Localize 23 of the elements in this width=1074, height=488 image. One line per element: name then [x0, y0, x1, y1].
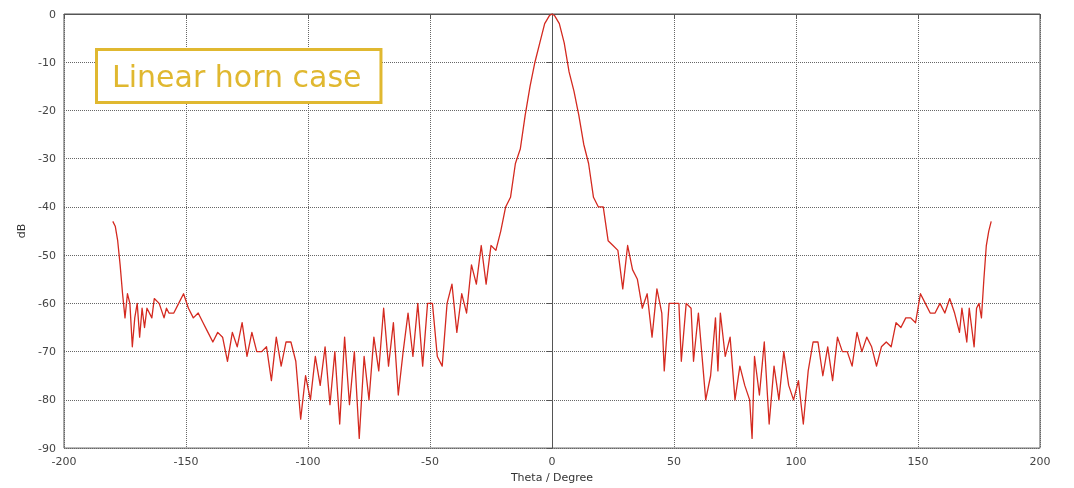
y-tick-label: -30 [38, 152, 56, 166]
y-tick-label: -80 [38, 393, 56, 407]
y-axis-title: dB [15, 223, 29, 239]
x-axis-title: Theta / Degree [509, 471, 594, 484]
x-tick-label: -150 [173, 455, 199, 469]
y-tick-label: -40 [38, 200, 56, 214]
annotation: Linear horn case [112, 58, 362, 94]
y-tick-label: -60 [38, 296, 56, 310]
y-tick-label: -50 [38, 248, 56, 262]
y-tick-label: -20 [38, 103, 56, 117]
x-tick-label: 150 [907, 455, 929, 469]
x-tick-label: -100 [295, 455, 321, 469]
y-tick-label: -70 [38, 345, 56, 359]
y-tick-label: -10 [38, 55, 56, 69]
x-tick-label: 0 [548, 455, 556, 469]
y-tick-label: 0 [49, 7, 56, 21]
y-tick-label: -90 [38, 441, 56, 455]
line-series [112, 13, 992, 440]
x-tick-label: -200 [51, 455, 77, 469]
x-tick-label: 50 [667, 455, 681, 469]
x-tick-label: 200 [1029, 455, 1051, 469]
x-tick-label: 100 [785, 455, 807, 469]
x-tick-label: -50 [421, 455, 439, 469]
